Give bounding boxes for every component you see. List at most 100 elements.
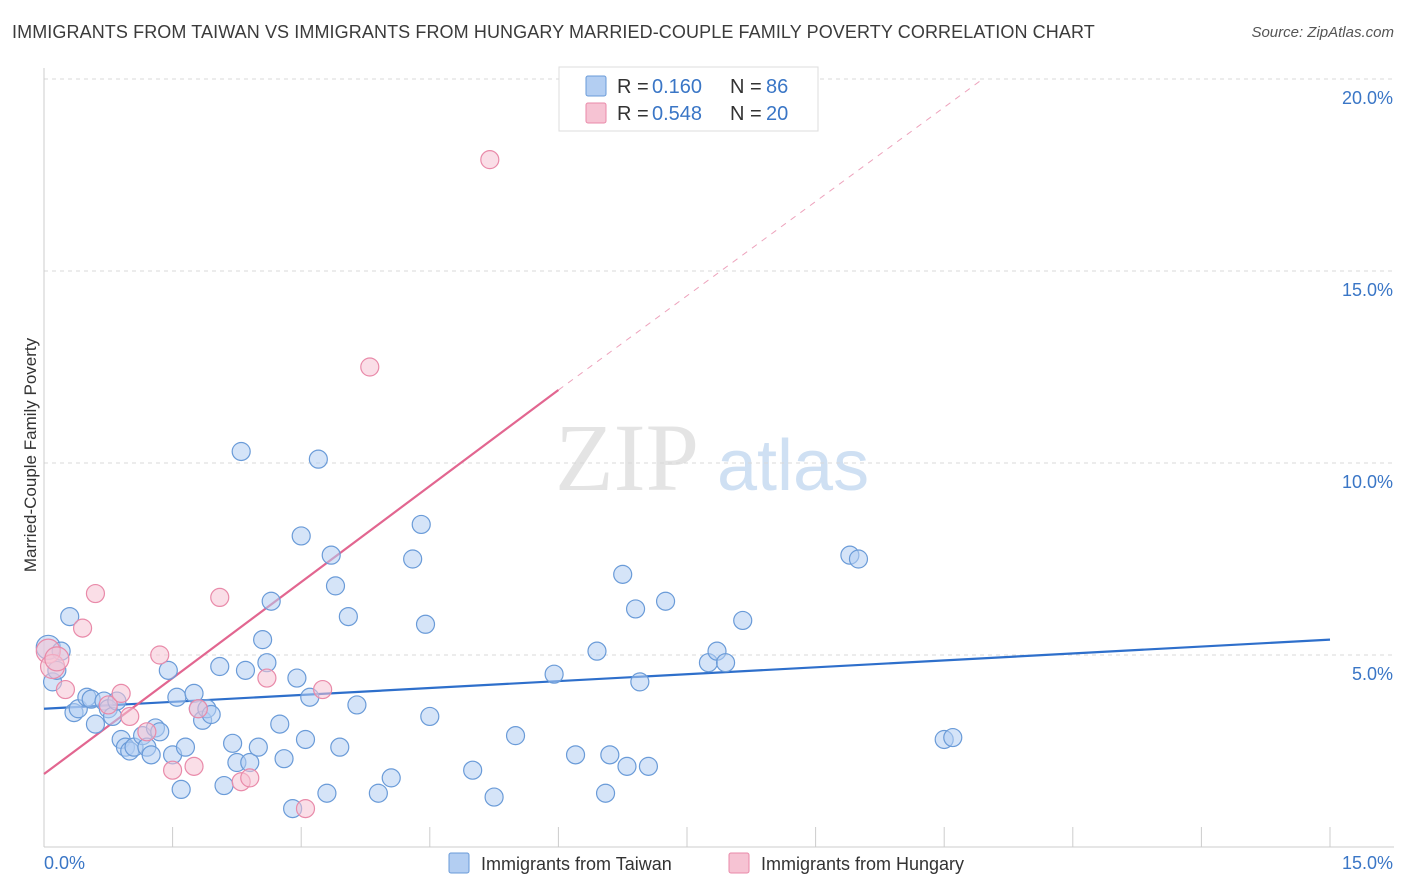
data-point-taiwan bbox=[253, 630, 273, 650]
legend-box: R = 0.160 N = 86 R = 0.548 N = 20 bbox=[558, 66, 819, 132]
y-axis-label: Married-Couple Family Poverty bbox=[21, 337, 40, 572]
data-point-taiwan bbox=[617, 756, 637, 776]
data-point-taiwan bbox=[600, 745, 620, 765]
data-point-hungary bbox=[150, 645, 170, 665]
data-point-taiwan bbox=[411, 514, 431, 535]
data-point-taiwan bbox=[171, 779, 191, 800]
y-tick-label-5: 5.0% bbox=[1352, 664, 1393, 684]
watermark: ZIP atlas bbox=[555, 404, 869, 511]
data-point-taiwan bbox=[733, 610, 753, 631]
data-point-taiwan bbox=[544, 664, 564, 684]
data-point-taiwan bbox=[403, 549, 423, 569]
y-tick-label-10: 10.0% bbox=[1342, 472, 1393, 492]
data-point-taiwan bbox=[214, 775, 234, 796]
data-point-hungary bbox=[480, 150, 500, 170]
point-layer bbox=[35, 150, 963, 819]
data-point-taiwan bbox=[274, 749, 294, 769]
data-point-taiwan bbox=[565, 745, 586, 765]
legend-swatch-hungary bbox=[585, 102, 607, 124]
data-point-taiwan bbox=[235, 660, 256, 680]
data-point-taiwan bbox=[85, 714, 106, 734]
data-point-hungary bbox=[313, 679, 333, 700]
data-point-taiwan bbox=[484, 787, 504, 807]
legend-n-value-taiwan: 86 bbox=[766, 76, 788, 98]
watermark-atlas: atlas bbox=[717, 426, 869, 506]
data-point-hungary bbox=[44, 646, 70, 672]
data-point-hungary bbox=[163, 760, 183, 780]
chart-source: Source: ZipAtlas.com bbox=[1251, 24, 1394, 41]
legend-n-label-taiwan: N = bbox=[730, 76, 762, 98]
data-point-taiwan bbox=[587, 641, 607, 661]
data-point-hungary bbox=[111, 683, 131, 704]
data-point-taiwan bbox=[330, 737, 350, 757]
data-point-taiwan bbox=[158, 660, 178, 680]
data-point-taiwan bbox=[368, 783, 388, 803]
data-point-hungary bbox=[55, 679, 76, 700]
data-point-hungary bbox=[184, 756, 204, 776]
data-point-taiwan bbox=[415, 614, 436, 634]
data-point-hungary bbox=[210, 587, 230, 608]
grid-layer bbox=[44, 78, 1394, 656]
chart-title: IMMIGRANTS FROM TAIWAN VS IMMIGRANTS FRO… bbox=[12, 22, 1095, 42]
data-point-taiwan bbox=[463, 760, 483, 780]
data-point-taiwan bbox=[295, 729, 316, 750]
legend-n-label-hungary: N = bbox=[730, 103, 762, 125]
data-point-taiwan bbox=[325, 576, 346, 596]
data-point-hungary bbox=[240, 768, 260, 788]
bottom-legend-label-taiwan: Immigrants from Taiwan bbox=[481, 854, 672, 874]
y-tick-label-20: 20.0% bbox=[1342, 88, 1393, 108]
data-point-hungary bbox=[120, 706, 140, 727]
data-point-taiwan bbox=[308, 449, 328, 469]
trend-line-hungary-extension bbox=[558, 78, 984, 391]
data-point-taiwan bbox=[261, 591, 281, 611]
legend-swatch-taiwan bbox=[585, 75, 607, 97]
data-point-taiwan bbox=[223, 733, 243, 753]
data-point-taiwan bbox=[638, 756, 659, 776]
data-point-hungary bbox=[72, 618, 93, 638]
data-point-hungary bbox=[137, 722, 157, 742]
bottom-legend-swatch-hungary bbox=[728, 852, 750, 874]
data-point-taiwan bbox=[715, 653, 736, 673]
data-point-taiwan bbox=[347, 695, 367, 715]
legend-r-label-taiwan: R = bbox=[617, 76, 649, 98]
data-point-taiwan bbox=[338, 606, 358, 627]
legend-r-value-hungary: 0.548 bbox=[652, 103, 702, 125]
data-point-taiwan bbox=[317, 783, 337, 803]
data-point-taiwan bbox=[420, 706, 440, 727]
data-point-taiwan bbox=[630, 672, 650, 692]
watermark-zip: ZIP bbox=[555, 404, 699, 511]
legend-n-value-hungary: 20 bbox=[766, 103, 788, 125]
data-point-taiwan bbox=[175, 737, 196, 757]
data-point-taiwan bbox=[167, 687, 187, 707]
data-point-taiwan bbox=[291, 526, 311, 546]
x-tick-label-max: 15.0% bbox=[1342, 853, 1393, 873]
bottom-legend-swatch-taiwan bbox=[448, 852, 470, 874]
trend-line-taiwan bbox=[43, 638, 1331, 710]
data-point-taiwan bbox=[270, 714, 290, 734]
data-point-taiwan bbox=[321, 545, 341, 565]
data-point-hungary bbox=[188, 699, 208, 719]
axis-layer: 5.0% 10.0% 15.0% 20.0% 0.0% 15.0% bbox=[43, 68, 1394, 873]
data-point-taiwan bbox=[613, 564, 633, 584]
data-point-taiwan bbox=[210, 656, 230, 677]
data-point-taiwan bbox=[943, 727, 963, 748]
y-tick-label-15: 15.0% bbox=[1342, 280, 1393, 300]
data-point-taiwan bbox=[595, 783, 616, 803]
data-point-hungary bbox=[257, 668, 277, 688]
data-point-taiwan bbox=[505, 726, 526, 746]
data-point-taiwan bbox=[848, 549, 869, 569]
x-tick-label-min: 0.0% bbox=[44, 853, 85, 873]
data-point-hungary bbox=[295, 798, 316, 819]
data-point-taiwan bbox=[287, 668, 307, 688]
legend-r-value-taiwan: 0.160 bbox=[652, 76, 702, 98]
bottom-legend-label-hungary: Immigrants from Hungary bbox=[761, 854, 964, 874]
data-point-taiwan bbox=[248, 737, 268, 757]
legend-r-label-hungary: R = bbox=[617, 103, 649, 125]
data-point-hungary bbox=[98, 695, 118, 715]
data-point-hungary bbox=[85, 583, 106, 604]
data-point-taiwan bbox=[141, 745, 161, 765]
bottom-legend: Immigrants from Taiwan Immigrants from H… bbox=[448, 852, 964, 874]
data-point-taiwan bbox=[231, 441, 251, 462]
data-point-taiwan bbox=[655, 591, 676, 611]
